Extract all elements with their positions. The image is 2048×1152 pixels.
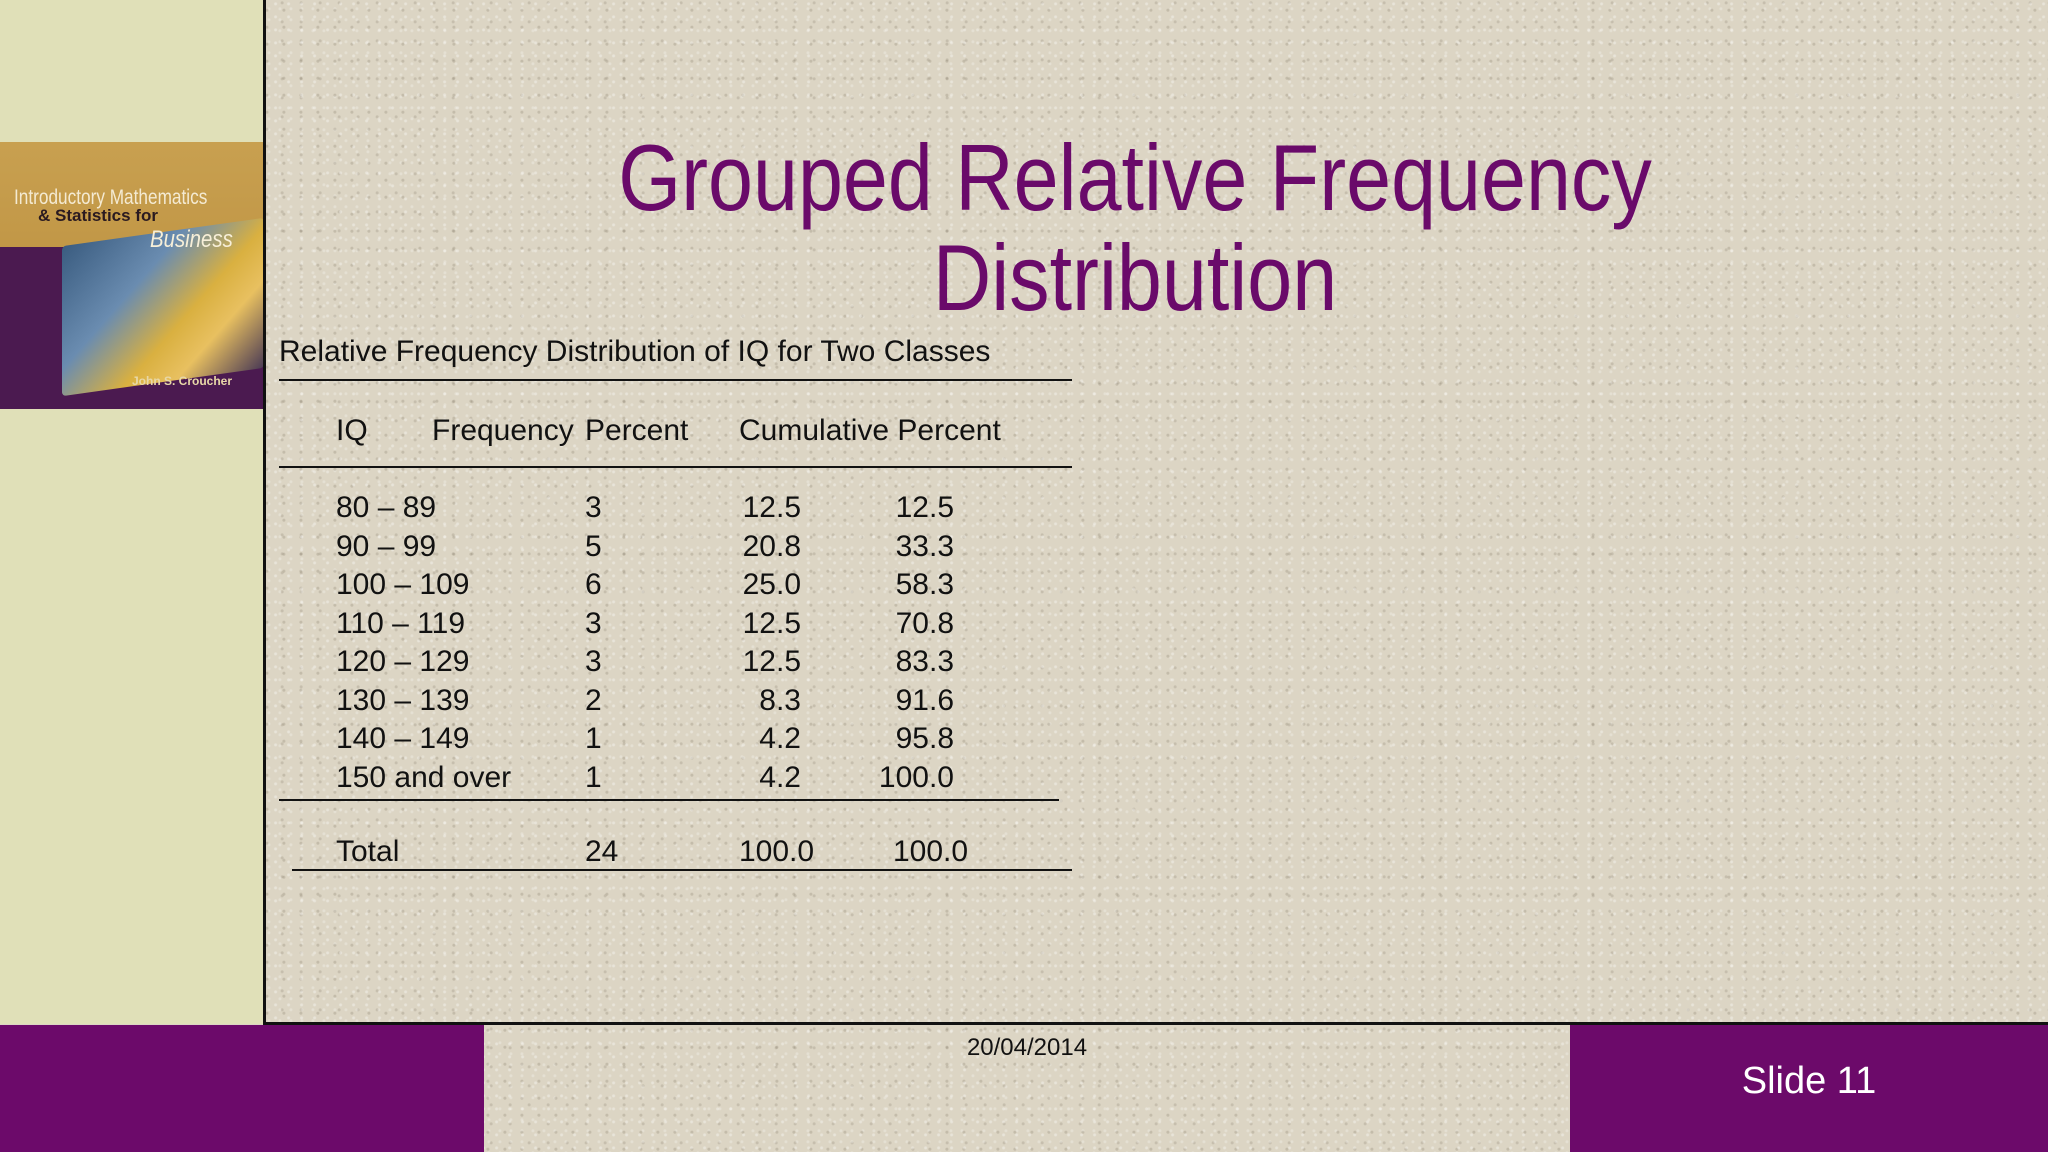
header-frequency: Frequency (432, 414, 574, 447)
cell-iq: 130 – 139 (336, 683, 470, 717)
cell-frequency: 2 (585, 683, 602, 717)
header-percent: Percent (585, 414, 689, 447)
cell-percent: 25.0 (742, 568, 801, 601)
cell-cumulative-percent: 83.3 (895, 645, 954, 678)
cell-cumulative-percent: 95.8 (895, 722, 954, 755)
cell-cumulative-percent: 91.6 (895, 683, 954, 717)
table-caption: Relative Frequency Distribution of IQ fo… (279, 335, 991, 368)
cell-percent: 12.5 (742, 491, 801, 524)
table-top-rule (279, 379, 1072, 381)
vertical-divider (263, 0, 266, 1026)
horizontal-divider (263, 1022, 2048, 1025)
slide-number: Slide 11 (1741, 1060, 1877, 1102)
cell-percent: 12.5 (742, 645, 801, 678)
slide-date: 20/04/2014 (966, 1034, 1088, 1061)
total-cumulative-percent: 100.0 (893, 835, 969, 868)
total-label: Total (336, 835, 400, 868)
book-cover-title-line1: Introductory Mathematics (14, 186, 208, 209)
table-bottom-rule (292, 869, 1072, 871)
table-body-rule (279, 799, 1059, 801)
cell-cumulative-percent: 12.5 (895, 491, 954, 524)
cell-cumulative-percent: 100.0 (878, 760, 954, 794)
cell-iq: 80 – 89 (336, 491, 437, 524)
cell-iq: 90 – 99 (336, 529, 437, 563)
cell-percent: 8.3 (759, 683, 801, 717)
cell-iq: 140 – 149 (336, 722, 470, 755)
cell-percent: 12.5 (742, 606, 801, 640)
header-iq: IQ (336, 414, 368, 447)
cell-frequency: 3 (585, 491, 602, 524)
cell-cumulative-percent: 58.3 (895, 568, 954, 601)
total-frequency: 24 (585, 835, 619, 868)
table-header-rule (279, 466, 1072, 468)
cell-iq: 120 – 129 (336, 645, 470, 678)
cell-cumulative-percent: 70.8 (895, 606, 954, 640)
footer-left-band (0, 1025, 484, 1152)
cell-frequency: 3 (585, 645, 602, 678)
slide-title: Grouped Relative Frequency Distribution (618, 125, 1652, 330)
cell-cumulative-percent: 33.3 (895, 529, 954, 563)
cell-percent: 4.2 (759, 722, 801, 755)
footer-right-band (1570, 1025, 2048, 1152)
cell-frequency: 6 (585, 568, 602, 601)
cell-iq: 100 – 109 (336, 568, 470, 601)
cell-frequency: 3 (585, 606, 602, 640)
cell-frequency: 1 (585, 722, 602, 755)
cell-frequency: 5 (585, 529, 602, 563)
book-cover-image: Introductory Mathematics & Statistics fo… (0, 142, 264, 409)
book-cover-author: John S. Croucher (132, 374, 233, 388)
total-percent: 100.0 (739, 835, 815, 868)
book-cover-title-line2: & Statistics for (38, 206, 158, 225)
cell-iq: 150 and over (336, 760, 512, 794)
cell-iq: 110 – 119 (336, 606, 466, 640)
book-cover-title-line3: Business (150, 226, 233, 253)
cell-percent: 20.8 (742, 529, 801, 563)
cell-percent: 4.2 (759, 760, 801, 794)
header-cumulative-percent: Cumulative Percent (739, 414, 1001, 447)
cell-frequency: 1 (585, 760, 602, 794)
